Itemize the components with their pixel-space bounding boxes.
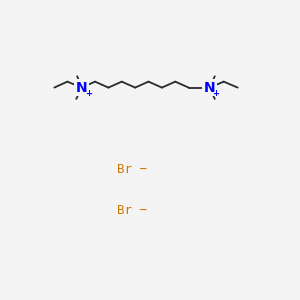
Text: +: +: [212, 89, 220, 98]
Text: Br −: Br −: [117, 163, 147, 176]
Text: +: +: [85, 89, 92, 98]
Text: N: N: [204, 81, 215, 94]
Text: Br −: Br −: [117, 204, 147, 218]
Text: N: N: [76, 81, 88, 94]
